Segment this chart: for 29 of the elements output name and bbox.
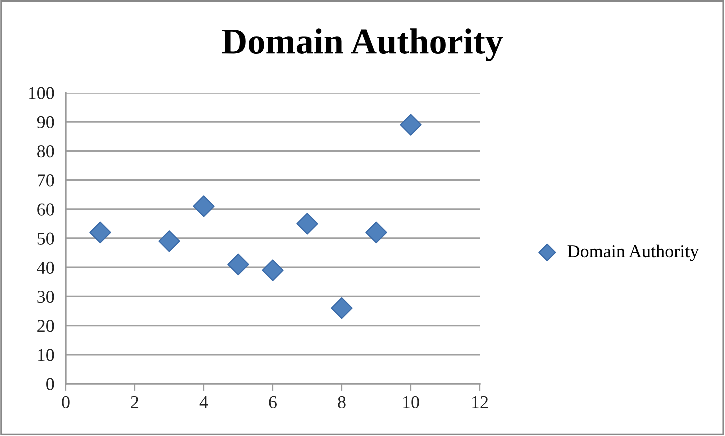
- point: [400, 114, 422, 136]
- point: [228, 254, 250, 276]
- x-tick-label: 12: [472, 396, 488, 408]
- point: [262, 260, 284, 282]
- chart-title: Domain Authority: [222, 28, 504, 62]
- x-tick-label: 8: [338, 396, 346, 409]
- y-tick-label: 100: [29, 87, 54, 100]
- y-tick-label: 20: [38, 320, 54, 332]
- point: [331, 297, 353, 320]
- y-tick-label: 60: [38, 204, 54, 216]
- point: [193, 196, 215, 218]
- x-tick-label: 10: [404, 396, 420, 409]
- x-tick-label: 2: [131, 396, 139, 408]
- point: [296, 213, 318, 235]
- legend-label: Domain Authority: [568, 244, 700, 262]
- x-tick-label: 6: [269, 396, 277, 409]
- y-tick-label: 30: [38, 290, 54, 304]
- y-tick-label: 80: [38, 145, 54, 158]
- point: [366, 222, 388, 244]
- x-tick-label: 0: [62, 396, 70, 409]
- y-tick-label: 10: [38, 349, 54, 362]
- y-tick-label: 50: [38, 232, 54, 245]
- point: [158, 230, 180, 252]
- point: [90, 222, 112, 244]
- y-tick-label: 0: [46, 378, 54, 390]
- y-tick-label: 40: [37, 262, 54, 274]
- y-tick-label: 70: [38, 174, 54, 187]
- x-tick-label: 4: [200, 396, 208, 408]
- y-tick-label: 90: [37, 116, 54, 129]
